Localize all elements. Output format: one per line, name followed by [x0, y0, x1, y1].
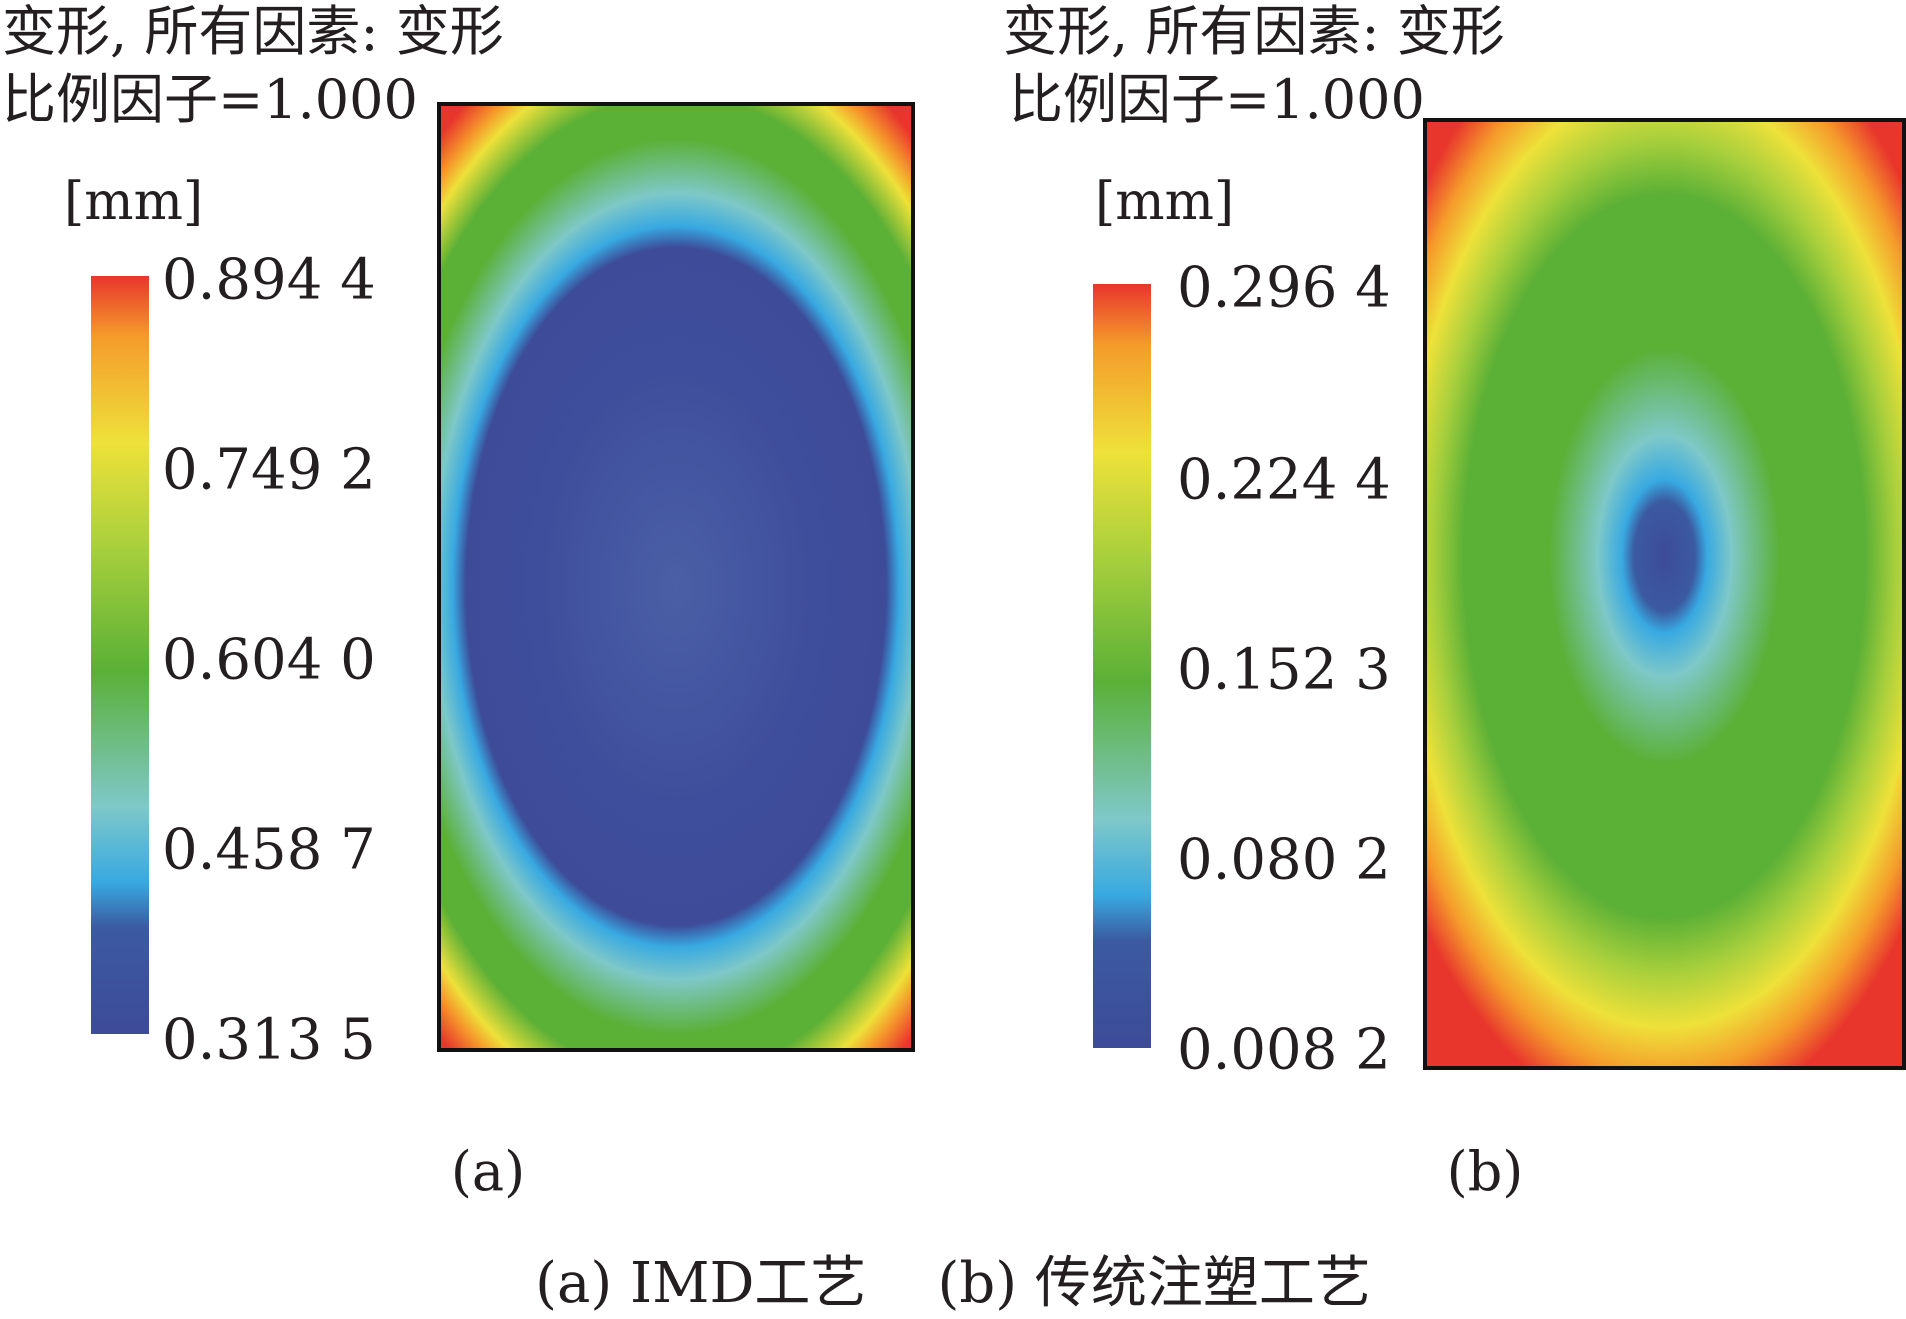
colorbar-tick: 0.152 3: [1177, 637, 1391, 703]
colorbar-tick: 0.458 7: [162, 817, 376, 883]
title-line2: 比例因子=1.000: [2, 68, 418, 131]
colorbar: [1093, 284, 1151, 1048]
colorbar-tick: 0.296 4: [1177, 255, 1391, 321]
panel-b: 变形, 所有因素: 变形 比例因子=1.000 [mm] 0.296 4 0.2…: [953, 0, 1906, 1210]
panel-a: 变形, 所有因素: 变形 比例因子=1.000 [mm] 0.894 4 0.7…: [0, 0, 953, 1210]
colorbar-tick: 0.080 2: [1177, 827, 1391, 893]
deformation-map: [1423, 118, 1906, 1070]
title-line1: 变形, 所有因素: 变形: [1003, 0, 1505, 63]
title-line1: 变形, 所有因素: 变形: [2, 0, 504, 63]
unit-label: [mm]: [1095, 172, 1235, 232]
unit-label: [mm]: [64, 172, 204, 232]
colorbar-tick: 0.894 4: [162, 247, 376, 313]
panel-label: (a): [450, 1140, 526, 1203]
colorbar-tick: 0.224 4: [1177, 447, 1391, 513]
colorbar-tick: 0.313 5: [162, 1007, 376, 1073]
colorbar-tick: 0.749 2: [162, 437, 376, 503]
figure-caption: (a) IMD工艺 (b) 传统注塑工艺: [535, 1251, 1371, 1316]
panel-label: (b): [1446, 1140, 1524, 1203]
colorbar-tick: 0.008 2: [1177, 1017, 1391, 1083]
colorbar-tick: 0.604 0: [162, 627, 376, 693]
colorbar: [91, 276, 149, 1034]
deformation-map: [437, 102, 915, 1052]
title-line2: 比例因子=1.000: [1009, 68, 1425, 131]
